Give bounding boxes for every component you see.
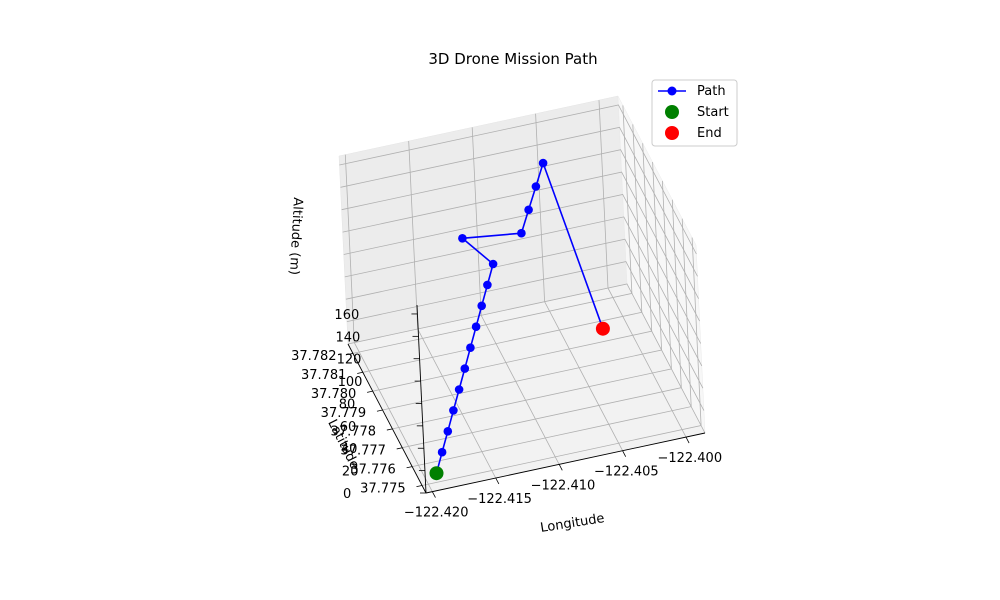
y-tick-mark <box>376 409 383 412</box>
x-tick-mark <box>558 464 563 471</box>
z-gridline <box>343 194 702 344</box>
y-tick-mark <box>357 371 363 374</box>
z-gridline <box>344 216 703 367</box>
x-tick-label: −122.400 <box>657 451 722 466</box>
path-point <box>458 234 467 243</box>
y-tick-label: 37.782 <box>291 349 337 364</box>
y-tick-label: 37.776 <box>350 462 396 477</box>
path-point <box>466 343 475 353</box>
z-axis-label: Altitude (m) <box>286 197 305 275</box>
y-tick-mark <box>416 485 423 488</box>
y-tick-label: 37.777 <box>340 444 386 459</box>
z-gridline <box>347 283 706 434</box>
z-gridline <box>339 104 697 255</box>
y-tick-label: 37.781 <box>301 368 347 383</box>
z-gridline <box>341 149 699 299</box>
z-tick-label: 0 <box>343 487 351 502</box>
path-point <box>538 158 548 168</box>
y-tick-label: 37.775 <box>360 481 406 496</box>
x-tick-label: −122.415 <box>467 492 532 507</box>
y-tick-mark <box>396 447 403 450</box>
y-tick-mark <box>347 353 354 356</box>
x-tick-label: −122.405 <box>594 465 659 480</box>
path-point <box>443 427 453 436</box>
x-tick-mark <box>685 436 690 444</box>
y-tick-label: 37.780 <box>311 387 357 402</box>
z-gridline <box>340 126 698 277</box>
z-gridline <box>342 171 700 322</box>
path-point <box>454 385 464 394</box>
y-tick-mark <box>367 390 373 393</box>
z-tick-label: 20 <box>342 465 359 480</box>
grid-lines <box>339 100 706 492</box>
chart-title: 3D Drone Mission Path <box>428 50 597 68</box>
legend-label-start: Start <box>697 105 729 120</box>
path-point <box>437 447 447 457</box>
legend-start-marker <box>665 105 679 119</box>
legend: Path Start End <box>651 79 738 147</box>
path-point <box>483 280 492 290</box>
axis-panes <box>338 95 706 494</box>
x-tick-mark <box>622 450 627 457</box>
path-point <box>488 259 498 269</box>
y-axis-line <box>347 343 427 494</box>
end-marker <box>595 321 610 336</box>
z-tick-label: 80 <box>339 397 356 412</box>
path-point <box>477 301 487 311</box>
y-tick-label: 37.779 <box>321 406 367 421</box>
z-tick-label: 140 <box>336 330 361 345</box>
z-tick-label: 100 <box>338 375 363 390</box>
y-tick-mark <box>386 428 393 431</box>
x-tick-label: −122.420 <box>404 506 469 521</box>
x-tick-mark <box>431 491 436 498</box>
legend-end-marker <box>665 126 679 140</box>
path-point <box>517 228 526 238</box>
path-point <box>531 182 541 191</box>
legend-path-marker <box>667 86 677 96</box>
path-point <box>524 205 533 215</box>
tick-marks <box>347 313 690 498</box>
z-gridline <box>345 238 704 389</box>
path-point <box>449 406 458 415</box>
x-tick-mark <box>495 477 500 485</box>
z-tick-label: 160 <box>334 308 359 323</box>
legend-label-path: Path <box>697 84 726 99</box>
z-gridline <box>346 261 705 411</box>
y-tick-mark <box>406 466 413 469</box>
z-tick-label: 40 <box>341 442 358 457</box>
z-tick-label: 60 <box>340 420 357 435</box>
path-point <box>471 322 481 332</box>
path-point <box>460 364 470 373</box>
series-layer <box>429 158 610 481</box>
z-tick-label: 120 <box>337 353 362 368</box>
y-tick-label: 37.778 <box>331 425 377 440</box>
x-axis-line <box>425 432 706 494</box>
legend-label-end: End <box>697 126 722 141</box>
start-marker <box>429 466 444 481</box>
x-tick-label: −122.410 <box>531 478 596 493</box>
tick-labels: −122.420−122.415−122.410−122.405−122.400… <box>291 308 722 521</box>
